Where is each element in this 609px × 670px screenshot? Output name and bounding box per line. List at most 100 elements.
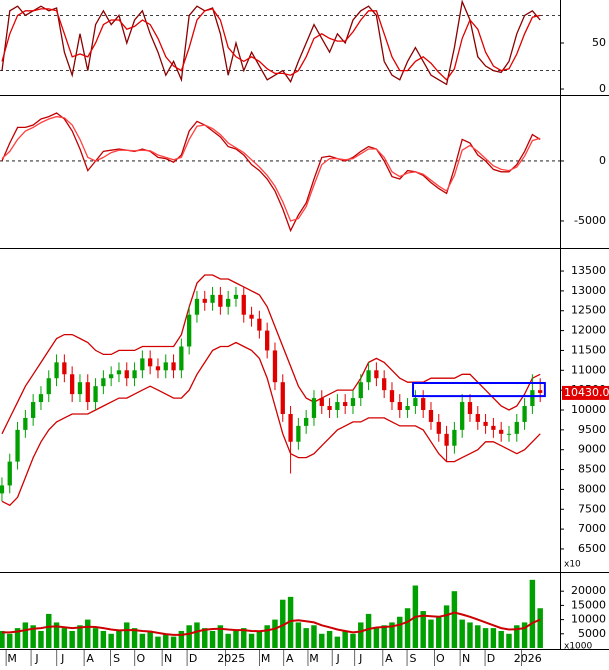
volume-bar <box>85 619 91 648</box>
candle-body <box>77 382 83 395</box>
volume-bar <box>436 616 442 648</box>
volume-bar <box>521 622 528 648</box>
volume-bar <box>373 628 380 648</box>
unit-label: x1000 <box>564 642 593 652</box>
candle-body <box>155 366 161 371</box>
y-tick-label: 7000 <box>578 522 606 535</box>
line-series <box>1 274 541 435</box>
y-tick-label: 13000 <box>571 284 606 297</box>
volume-bar <box>272 619 278 648</box>
y-tick-label: 12000 <box>571 324 606 337</box>
volume-bar <box>7 633 13 648</box>
y-tick-label: 10000 <box>571 613 606 626</box>
volume-bar <box>358 622 364 648</box>
candle-body <box>397 402 402 410</box>
volume-bar <box>514 625 520 648</box>
volume-bar <box>30 625 36 648</box>
candle-body <box>116 370 122 375</box>
x-tick-label: M <box>309 652 319 665</box>
x-tick-label: S <box>113 652 120 665</box>
volume-bar <box>100 630 107 648</box>
volume-bar <box>303 628 309 648</box>
candle-body <box>413 398 418 407</box>
candle-body <box>460 402 465 430</box>
x-tick-label: A <box>286 652 294 665</box>
candle-body <box>163 362 168 371</box>
volume-bar <box>482 628 489 648</box>
x-tick-label: J <box>34 652 38 665</box>
volume-bar <box>389 622 395 648</box>
volume-bar <box>147 630 153 648</box>
candle-body <box>530 390 535 407</box>
volume-bar <box>22 622 29 648</box>
volume-bar <box>443 605 450 648</box>
x-tick-label: 2026 <box>514 652 542 665</box>
candle-body <box>343 402 348 407</box>
volume-bar <box>420 611 426 648</box>
price-tag-bg <box>562 385 609 400</box>
candle-body <box>226 298 231 307</box>
candle-body <box>218 294 223 307</box>
candle-body <box>335 402 340 410</box>
volume-bar <box>295 622 302 648</box>
candle-body <box>319 398 324 407</box>
volume-bar <box>194 622 200 648</box>
candle-body <box>428 410 434 422</box>
y-tick-label: 13500 <box>571 264 606 277</box>
volume-bar <box>225 633 231 648</box>
candle-body <box>288 413 293 442</box>
volume-bar <box>14 628 21 648</box>
y-tick-label: 12500 <box>571 304 606 317</box>
volume-bar <box>0 630 5 648</box>
volume-bar <box>163 633 169 648</box>
candle-body <box>475 413 480 422</box>
candle-body <box>187 314 192 347</box>
x-tick-label: J <box>358 652 362 665</box>
candle-body <box>179 346 184 371</box>
volume-bar <box>53 622 60 648</box>
y-tick-label: 8500 <box>578 463 606 476</box>
candle-body <box>522 406 527 422</box>
candle-body <box>382 378 387 391</box>
candle-body <box>31 402 36 418</box>
candle-body <box>0 485 5 494</box>
x-tick-label: 2025 <box>217 652 245 665</box>
candle-body <box>350 398 356 407</box>
candle-body <box>101 378 106 387</box>
candle-body <box>358 382 363 399</box>
candle-body <box>366 370 371 383</box>
volume-bar <box>404 608 411 648</box>
candle-body <box>280 382 285 414</box>
volume-bar <box>490 628 497 648</box>
line-series <box>1 8 541 81</box>
volume-bar <box>498 630 504 648</box>
line-series <box>1 341 541 507</box>
line-series <box>1 0 541 86</box>
volume-bar <box>506 633 512 648</box>
volume-bar <box>92 628 99 648</box>
candle-body <box>109 374 114 379</box>
price-tag: 10430.0 <box>564 386 609 399</box>
candle-body <box>233 294 239 299</box>
candle-body <box>296 425 301 442</box>
y-tick-label: 50 <box>592 36 606 49</box>
y-tick-label: 0 <box>599 82 606 95</box>
volume-bar <box>256 630 263 648</box>
x-tick-label: A <box>385 652 393 665</box>
line-series <box>1 112 541 233</box>
volume-bar <box>124 622 130 648</box>
candle-body <box>467 402 473 414</box>
volume-bar <box>233 630 239 648</box>
volume-bar <box>186 625 192 648</box>
x-tick-label: M <box>261 652 271 665</box>
volume-bar <box>108 633 114 648</box>
unit-label: x10 <box>564 560 581 570</box>
y-tick-label: 8000 <box>578 482 606 495</box>
volume-bar <box>217 625 224 648</box>
candle-body <box>210 294 215 303</box>
candle-body <box>421 398 426 410</box>
volume-bar <box>350 633 356 648</box>
volume-bar <box>61 628 68 648</box>
volume-bar <box>69 630 75 648</box>
